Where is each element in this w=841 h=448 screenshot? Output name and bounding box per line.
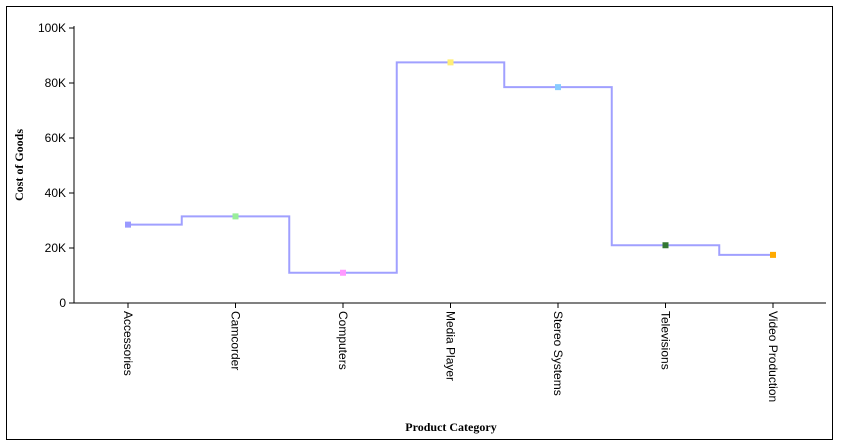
data-point[interactable] [555,84,561,91]
data-point[interactable] [125,221,131,228]
y-axis-title: Cost of Goods [12,129,26,201]
y-tick-label: 20K [45,241,66,255]
data-point[interactable] [447,59,454,66]
y-tick-label: 40K [45,186,66,200]
x-tick-label: Televisions [659,311,673,370]
y-tick-label: 0 [59,296,66,310]
y-tick-label: 80K [45,76,66,90]
x-tick-label: Computers [336,311,350,370]
y-tick-label: 100K [38,21,66,35]
x-axis: Accessories Camcorder Computers Media Playe… [74,302,826,402]
x-tick-label: Stereo Systems [551,311,565,396]
data-point[interactable] [770,251,776,258]
data-point[interactable] [662,242,669,249]
x-tick-label: Camcorder [229,311,243,370]
y-axis: 0 20K 40K 60K 80K 100K [38,21,75,310]
x-tick-label: Media Player [444,311,458,381]
data-point[interactable] [232,213,239,220]
series-line [128,61,773,274]
chart-frame [6,6,833,440]
x-tick-label: Video Production [766,311,780,402]
x-axis-title: Product Category [405,420,496,434]
y-tick-label: 60K [45,131,66,145]
series [125,59,776,276]
x-tick-label: Accessories [121,311,135,376]
data-point[interactable] [340,269,346,276]
